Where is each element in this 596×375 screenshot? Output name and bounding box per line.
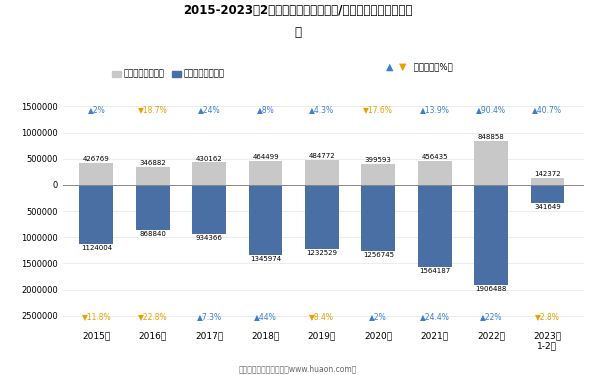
Text: 848858: 848858 [477,134,504,140]
Bar [474,141,508,185]
Text: ▲44%: ▲44% [254,312,277,321]
Bar [530,177,564,185]
Bar [79,185,113,244]
Text: ▼2.8%: ▼2.8% [535,312,560,321]
Bar [136,185,170,230]
Text: ▲2%: ▲2% [88,105,105,114]
Bar [305,160,339,185]
Legend: 出口额（万美元）, 进口额（万美元）: 出口额（万美元）, 进口额（万美元） [108,66,228,82]
Text: ▼18.7%: ▼18.7% [138,105,167,114]
Text: 同比增长（%）: 同比增长（%） [411,62,453,71]
Text: ▼17.6%: ▼17.6% [364,105,393,114]
Bar [136,167,170,185]
Text: ▲4.3%: ▲4.3% [309,105,334,114]
Text: ▼8.4%: ▼8.4% [309,312,334,321]
Bar [418,161,452,185]
Text: 346882: 346882 [139,160,166,166]
Text: ▲8%: ▲8% [257,105,274,114]
Text: 1232529: 1232529 [306,251,337,257]
Text: 430162: 430162 [196,156,222,162]
Bar [193,185,226,234]
Text: ▲13.9%: ▲13.9% [420,105,449,114]
Text: 934366: 934366 [195,235,222,241]
Text: 1256745: 1256745 [363,252,394,258]
Bar [530,185,564,203]
Text: ▼: ▼ [399,62,406,72]
Text: ▲: ▲ [386,62,393,72]
Text: 计: 计 [294,26,302,39]
Bar [361,185,395,251]
Bar [474,185,508,285]
Text: 142372: 142372 [534,171,561,177]
Text: 464499: 464499 [252,154,279,160]
Text: ▲24%: ▲24% [198,105,221,114]
Text: 426769: 426769 [83,156,110,162]
Text: 1564187: 1564187 [419,268,451,274]
Bar [418,185,452,267]
Text: ▲40.7%: ▲40.7% [532,105,563,114]
Bar [305,185,339,249]
Bar [79,163,113,185]
Text: 1124004: 1124004 [81,245,112,251]
Bar [361,164,395,185]
Text: 2015-2023年2月海南省（境内目的地/货源地）进、出口额统: 2015-2023年2月海南省（境内目的地/货源地）进、出口额统 [184,4,412,17]
Bar [249,160,283,185]
Text: ▼11.8%: ▼11.8% [82,312,111,321]
Text: 制图：华经产业研究院（www.huaon.com）: 制图：华经产业研究院（www.huaon.com） [239,364,357,373]
Text: ▲90.4%: ▲90.4% [476,105,506,114]
Text: 1906488: 1906488 [476,286,507,292]
Text: ▲2%: ▲2% [370,312,387,321]
Text: ▲22%: ▲22% [480,312,502,321]
Text: ▲7.3%: ▲7.3% [197,312,222,321]
Text: 484772: 484772 [309,153,335,159]
Text: 456435: 456435 [421,154,448,160]
Text: ▼22.8%: ▼22.8% [138,312,167,321]
Text: 399593: 399593 [365,157,392,163]
Text: 1345974: 1345974 [250,256,281,262]
Bar [249,185,283,255]
Text: 868840: 868840 [139,231,166,237]
Bar [193,162,226,185]
Text: ▲24.4%: ▲24.4% [420,312,449,321]
Text: 341649: 341649 [534,204,561,210]
